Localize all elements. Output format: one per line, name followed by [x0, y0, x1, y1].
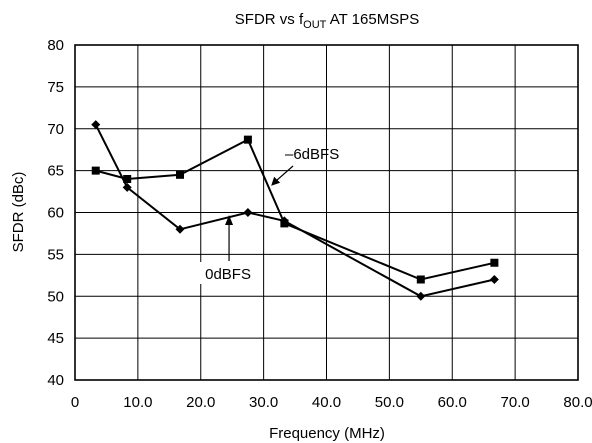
- x-tick-label: 70.0: [501, 394, 530, 411]
- x-tick-label: 80.0: [563, 394, 592, 411]
- x-tick-label: 30.0: [249, 394, 278, 411]
- square-marker: [243, 135, 252, 144]
- diamond-marker: [489, 275, 499, 284]
- y-tick-label: 50: [47, 288, 64, 305]
- diamond-marker: [175, 224, 185, 234]
- y-tick-label: 80: [47, 37, 64, 54]
- annotation-0dbfs-label: 0dBFS: [205, 266, 251, 283]
- annotation-layer: –6dBFS 0dBFS: [195, 146, 339, 284]
- diamond-marker: [416, 291, 426, 301]
- y-tick-label: 65: [47, 163, 64, 180]
- x-tick-label: 0: [71, 394, 79, 411]
- chart-title-main: SFDR vs f: [235, 11, 304, 28]
- y-tick-label: 45: [47, 330, 64, 347]
- annotation-minus6dbfs-arrow-line: [274, 165, 294, 183]
- y-axis-label: SFDR (dBc): [10, 172, 27, 253]
- diamond-marker: [122, 182, 132, 192]
- plot-frame: [74, 44, 579, 381]
- square-marker: [123, 175, 132, 183]
- chart-title: SFDR vs fOUT AT 165MSPS: [235, 11, 419, 31]
- x-tick-label: 40.0: [312, 394, 341, 411]
- x-tick-label: 60.0: [438, 394, 467, 411]
- grid-layer: [75, 45, 578, 380]
- annotation-minus6dbfs-arrowhead: [271, 176, 281, 186]
- annotation-minus6dbfs-label: –6dBFS: [285, 146, 339, 163]
- y-tick-label: 60: [47, 205, 64, 222]
- annotation-0dbfs-arrowhead: [225, 215, 234, 226]
- square-marker: [280, 219, 289, 228]
- square-marker: [91, 166, 100, 175]
- tick-label-layer: 0 10.0 20.0 30.0 40.0 50.0 60.0 70.0 80.0 40 45 50 5…: [47, 37, 592, 411]
- series-b: [91, 135, 499, 284]
- square-marker: [490, 258, 499, 267]
- square-marker: [416, 275, 425, 284]
- x-tick-label: 20.0: [186, 394, 215, 411]
- y-tick-label: 40: [47, 372, 64, 389]
- x-tick-label: 50.0: [375, 394, 404, 411]
- annotation-0dbfs-backdrop: [195, 262, 260, 284]
- series-layer: [91, 120, 499, 301]
- x-tick-label: 10.0: [123, 394, 152, 411]
- x-axis-label: Frequency (MHz): [269, 425, 385, 442]
- diamond-marker: [243, 208, 253, 217]
- chart-title-tail: AT 165MSPS: [326, 11, 419, 28]
- diamond-marker: [91, 120, 101, 130]
- chart-title-subscript: OUT: [303, 19, 327, 31]
- y-tick-label: 70: [47, 121, 64, 138]
- y-tick-label: 75: [47, 79, 64, 96]
- square-marker: [176, 170, 185, 179]
- y-tick-label: 55: [47, 246, 64, 263]
